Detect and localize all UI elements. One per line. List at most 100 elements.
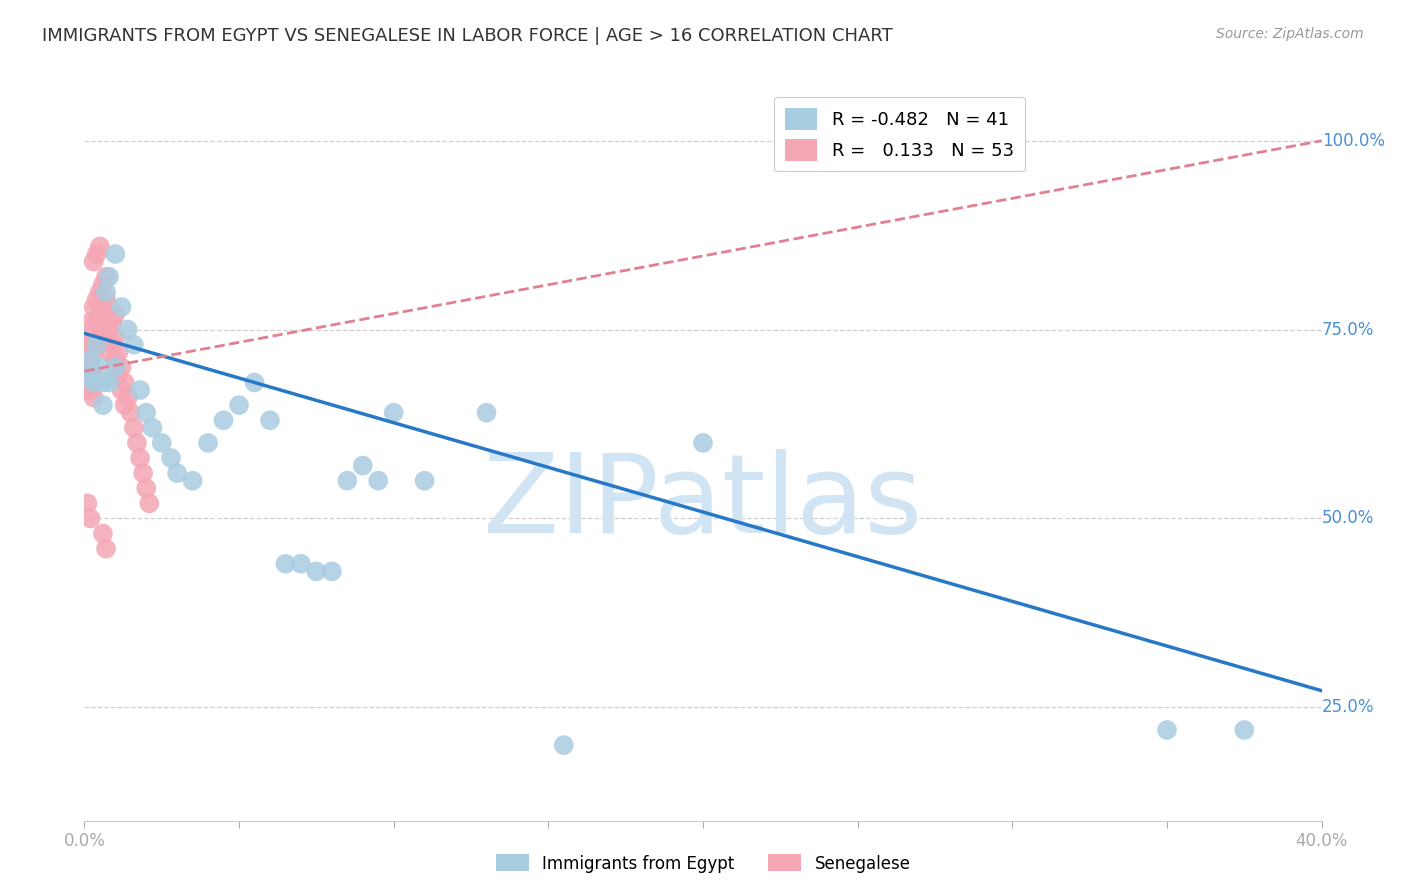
Point — [79, 315, 101, 329]
Point — [79, 352, 101, 367]
Legend: R = -0.482   N = 41, R =   0.133   N = 53: R = -0.482 N = 41, R = 0.133 N = 53 — [773, 96, 1025, 171]
Point — [120, 406, 142, 420]
Point — [89, 308, 111, 322]
Point — [129, 383, 152, 397]
Point — [117, 322, 139, 336]
Point — [114, 376, 136, 390]
Point — [274, 557, 297, 571]
Point — [83, 368, 105, 382]
Text: 100.0%: 100.0% — [1322, 132, 1385, 150]
Point — [94, 293, 117, 307]
Point — [98, 345, 121, 359]
Point — [91, 277, 114, 292]
Point — [94, 285, 117, 299]
Point — [122, 421, 145, 435]
Point — [83, 376, 105, 390]
Point — [104, 360, 127, 375]
Text: ZIPatlas: ZIPatlas — [484, 449, 922, 556]
Point — [305, 565, 328, 579]
Point — [76, 360, 98, 375]
Point — [692, 436, 714, 450]
Point — [259, 413, 281, 427]
Point — [104, 247, 127, 261]
Point — [352, 458, 374, 473]
Point — [141, 421, 163, 435]
Point — [86, 293, 108, 307]
Point — [197, 436, 219, 450]
Point — [413, 474, 436, 488]
Text: IMMIGRANTS FROM EGYPT VS SENEGALESE IN LABOR FORCE | AGE > 16 CORRELATION CHART: IMMIGRANTS FROM EGYPT VS SENEGALESE IN L… — [42, 27, 893, 45]
Point — [83, 254, 105, 268]
Point — [135, 481, 157, 495]
Point — [104, 330, 127, 344]
Point — [104, 352, 127, 367]
Point — [79, 360, 101, 375]
Point — [107, 368, 129, 382]
Point — [79, 383, 101, 397]
Point — [114, 398, 136, 412]
Point — [98, 322, 121, 336]
Point — [150, 436, 173, 450]
Text: 25.0%: 25.0% — [1322, 698, 1374, 716]
Point — [107, 345, 129, 359]
Point — [135, 406, 157, 420]
Legend: Immigrants from Egypt, Senegalese: Immigrants from Egypt, Senegalese — [489, 847, 917, 880]
Point — [86, 337, 108, 351]
Point — [228, 398, 250, 412]
Point — [83, 300, 105, 314]
Point — [125, 436, 148, 450]
Point — [91, 398, 114, 412]
Point — [110, 300, 132, 314]
Point — [91, 300, 114, 314]
Point — [101, 337, 124, 351]
Point — [98, 269, 121, 284]
Point — [367, 474, 389, 488]
Point — [94, 541, 117, 556]
Point — [98, 376, 121, 390]
Point — [86, 247, 108, 261]
Point — [166, 466, 188, 480]
Text: 50.0%: 50.0% — [1322, 509, 1374, 527]
Point — [94, 269, 117, 284]
Point — [89, 239, 111, 253]
Point — [83, 322, 105, 336]
Text: 75.0%: 75.0% — [1322, 320, 1374, 339]
Point — [83, 391, 105, 405]
Text: Source: ZipAtlas.com: Source: ZipAtlas.com — [1216, 27, 1364, 41]
Point — [110, 360, 132, 375]
Point — [89, 330, 111, 344]
Point — [1233, 723, 1256, 737]
Point — [117, 391, 139, 405]
Point — [110, 383, 132, 397]
Point — [129, 450, 152, 465]
Point — [160, 450, 183, 465]
Point — [553, 738, 575, 752]
Point — [83, 345, 105, 359]
Point — [86, 315, 108, 329]
Point — [98, 300, 121, 314]
Point — [79, 511, 101, 525]
Point — [89, 360, 111, 375]
Point — [122, 337, 145, 351]
Point — [243, 376, 266, 390]
Point — [475, 406, 498, 420]
Point — [104, 308, 127, 322]
Point — [76, 383, 98, 397]
Point — [91, 376, 114, 390]
Point — [86, 337, 108, 351]
Point — [76, 337, 98, 351]
Point — [1156, 723, 1178, 737]
Point — [321, 565, 343, 579]
Point — [79, 337, 101, 351]
Point — [382, 406, 405, 420]
Point — [181, 474, 204, 488]
Point — [138, 496, 160, 510]
Point — [76, 368, 98, 382]
Point — [91, 526, 114, 541]
Point — [101, 315, 124, 329]
Point — [94, 315, 117, 329]
Point — [336, 474, 359, 488]
Point — [290, 557, 312, 571]
Point — [76, 496, 98, 510]
Point — [212, 413, 235, 427]
